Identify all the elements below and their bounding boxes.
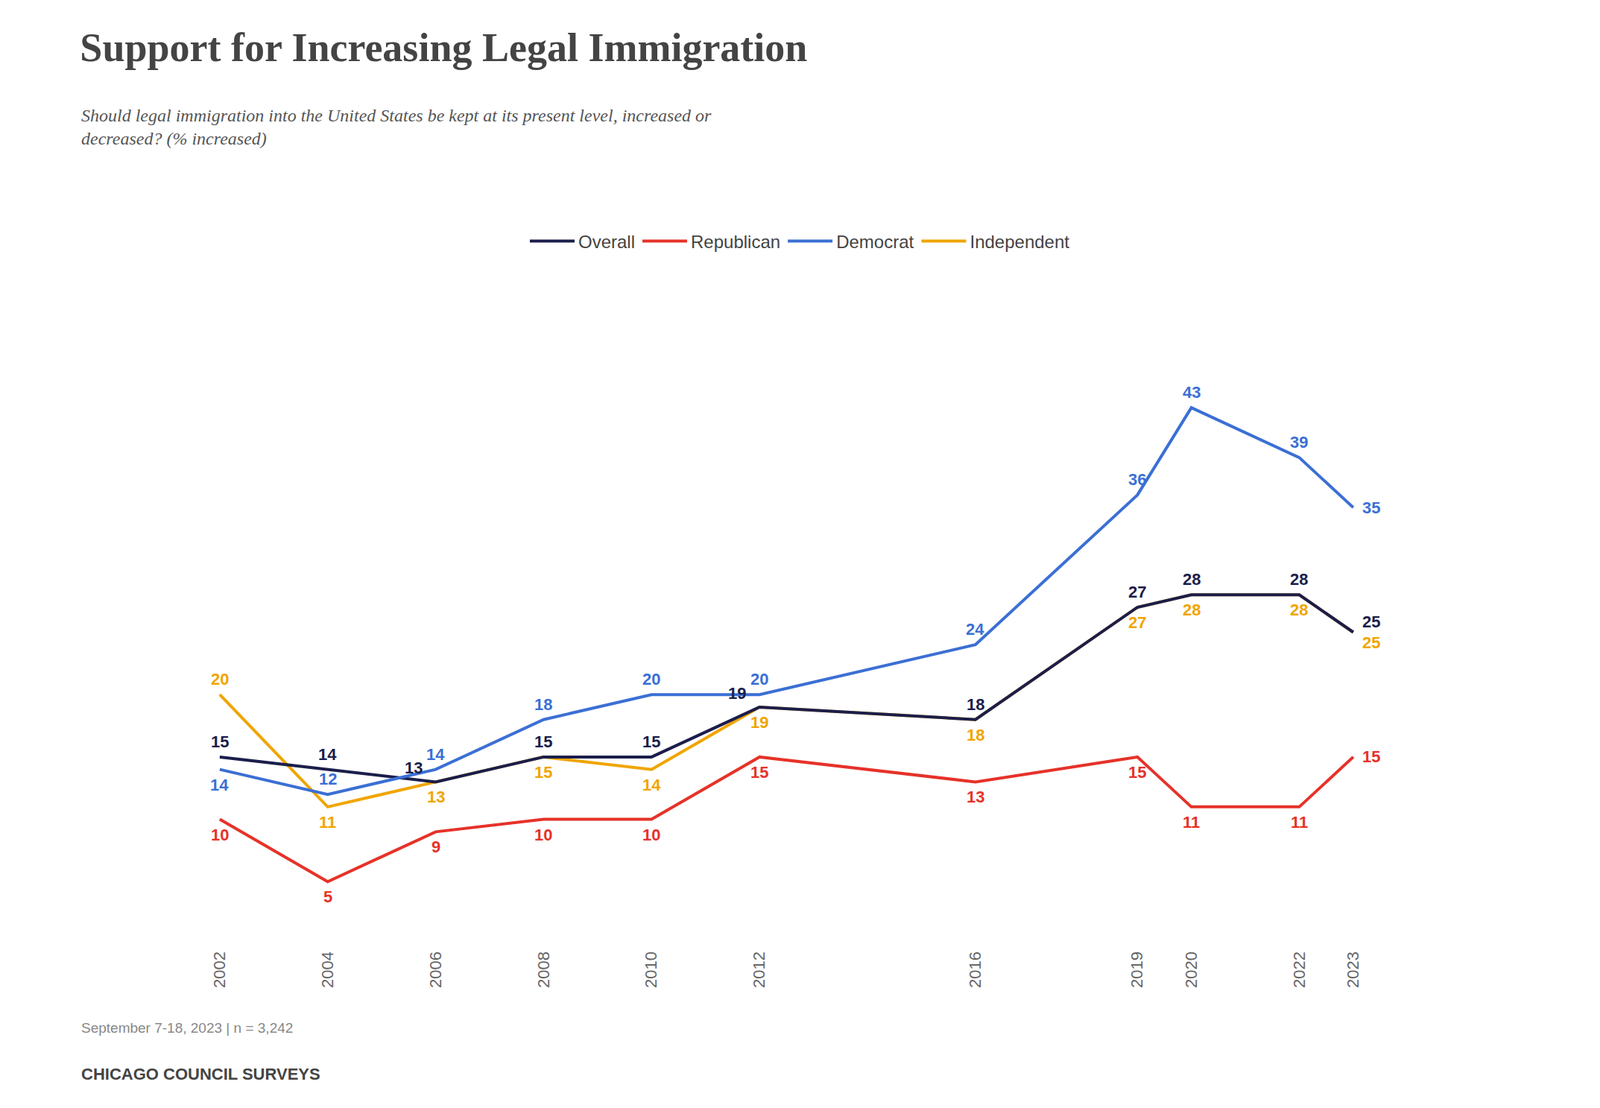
- svg-text:13: 13: [427, 787, 445, 807]
- svg-text:9: 9: [431, 837, 441, 857]
- svg-text:2012: 2012: [749, 951, 769, 989]
- svg-text:2016: 2016: [965, 951, 985, 989]
- svg-text:14: 14: [210, 775, 229, 795]
- svg-text:35: 35: [1362, 498, 1381, 518]
- svg-text:43: 43: [1182, 383, 1201, 402]
- svg-text:25: 25: [1362, 612, 1381, 632]
- svg-text:2006: 2006: [426, 951, 445, 989]
- svg-text:24: 24: [965, 620, 985, 639]
- svg-text:27: 27: [1128, 582, 1147, 602]
- svg-text:2002: 2002: [210, 951, 229, 989]
- svg-text:13: 13: [966, 787, 985, 807]
- svg-text:2019: 2019: [1127, 951, 1147, 989]
- svg-text:15: 15: [210, 732, 229, 752]
- svg-text:Independent: Independent: [969, 231, 1070, 252]
- svg-text:Should legal immigration into: Should legal immigration into the United…: [81, 105, 712, 149]
- svg-text:14: 14: [318, 745, 337, 764]
- svg-text:28: 28: [1289, 600, 1308, 620]
- svg-text:20: 20: [642, 669, 661, 689]
- svg-text:11: 11: [318, 813, 337, 832]
- svg-text:11: 11: [1290, 813, 1308, 832]
- svg-text:September 7-18, 2023 | n = 3,2: September 7-18, 2023 | n = 3,242: [81, 1020, 293, 1036]
- svg-text:15: 15: [642, 732, 661, 752]
- svg-text:10: 10: [534, 825, 553, 845]
- svg-text:Support for Increasing Legal I: Support for Increasing Legal Immigration: [79, 25, 808, 71]
- svg-text:10: 10: [642, 825, 661, 845]
- svg-text:15: 15: [534, 732, 553, 752]
- svg-text:2010: 2010: [641, 951, 661, 989]
- svg-text:13: 13: [404, 758, 423, 778]
- svg-text:10: 10: [210, 825, 229, 845]
- svg-text:15: 15: [534, 763, 553, 782]
- svg-text:28: 28: [1182, 600, 1201, 620]
- svg-text:36: 36: [1128, 470, 1147, 489]
- svg-text:2023: 2023: [1343, 951, 1363, 989]
- svg-text:2008: 2008: [534, 951, 553, 989]
- svg-text:15: 15: [1128, 763, 1147, 782]
- svg-text:Republican: Republican: [690, 231, 781, 252]
- svg-text:19: 19: [728, 684, 746, 703]
- svg-text:18: 18: [534, 695, 553, 714]
- svg-text:11: 11: [1182, 813, 1200, 832]
- svg-text:25: 25: [1362, 633, 1381, 653]
- svg-text:27: 27: [1128, 613, 1147, 632]
- svg-text:2020: 2020: [1181, 951, 1201, 989]
- svg-text:Democrat: Democrat: [836, 231, 914, 252]
- svg-text:12: 12: [318, 769, 337, 789]
- svg-text:19: 19: [750, 713, 769, 732]
- svg-text:Overall: Overall: [578, 231, 635, 252]
- svg-text:CHICAGO COUNCIL SURVEYS: CHICAGO COUNCIL SURVEYS: [81, 1064, 321, 1084]
- svg-text:14: 14: [426, 745, 445, 764]
- svg-text:2004: 2004: [318, 951, 337, 989]
- svg-text:15: 15: [1362, 747, 1381, 767]
- svg-text:2022: 2022: [1289, 951, 1309, 989]
- svg-text:28: 28: [1289, 570, 1308, 589]
- svg-text:18: 18: [966, 695, 985, 714]
- svg-text:28: 28: [1182, 570, 1201, 589]
- svg-text:14: 14: [642, 775, 662, 795]
- svg-text:20: 20: [750, 669, 769, 689]
- svg-text:20: 20: [210, 669, 229, 689]
- svg-text:15: 15: [750, 763, 769, 782]
- svg-text:5: 5: [323, 887, 333, 907]
- svg-text:18: 18: [966, 725, 985, 745]
- svg-text:39: 39: [1289, 432, 1308, 452]
